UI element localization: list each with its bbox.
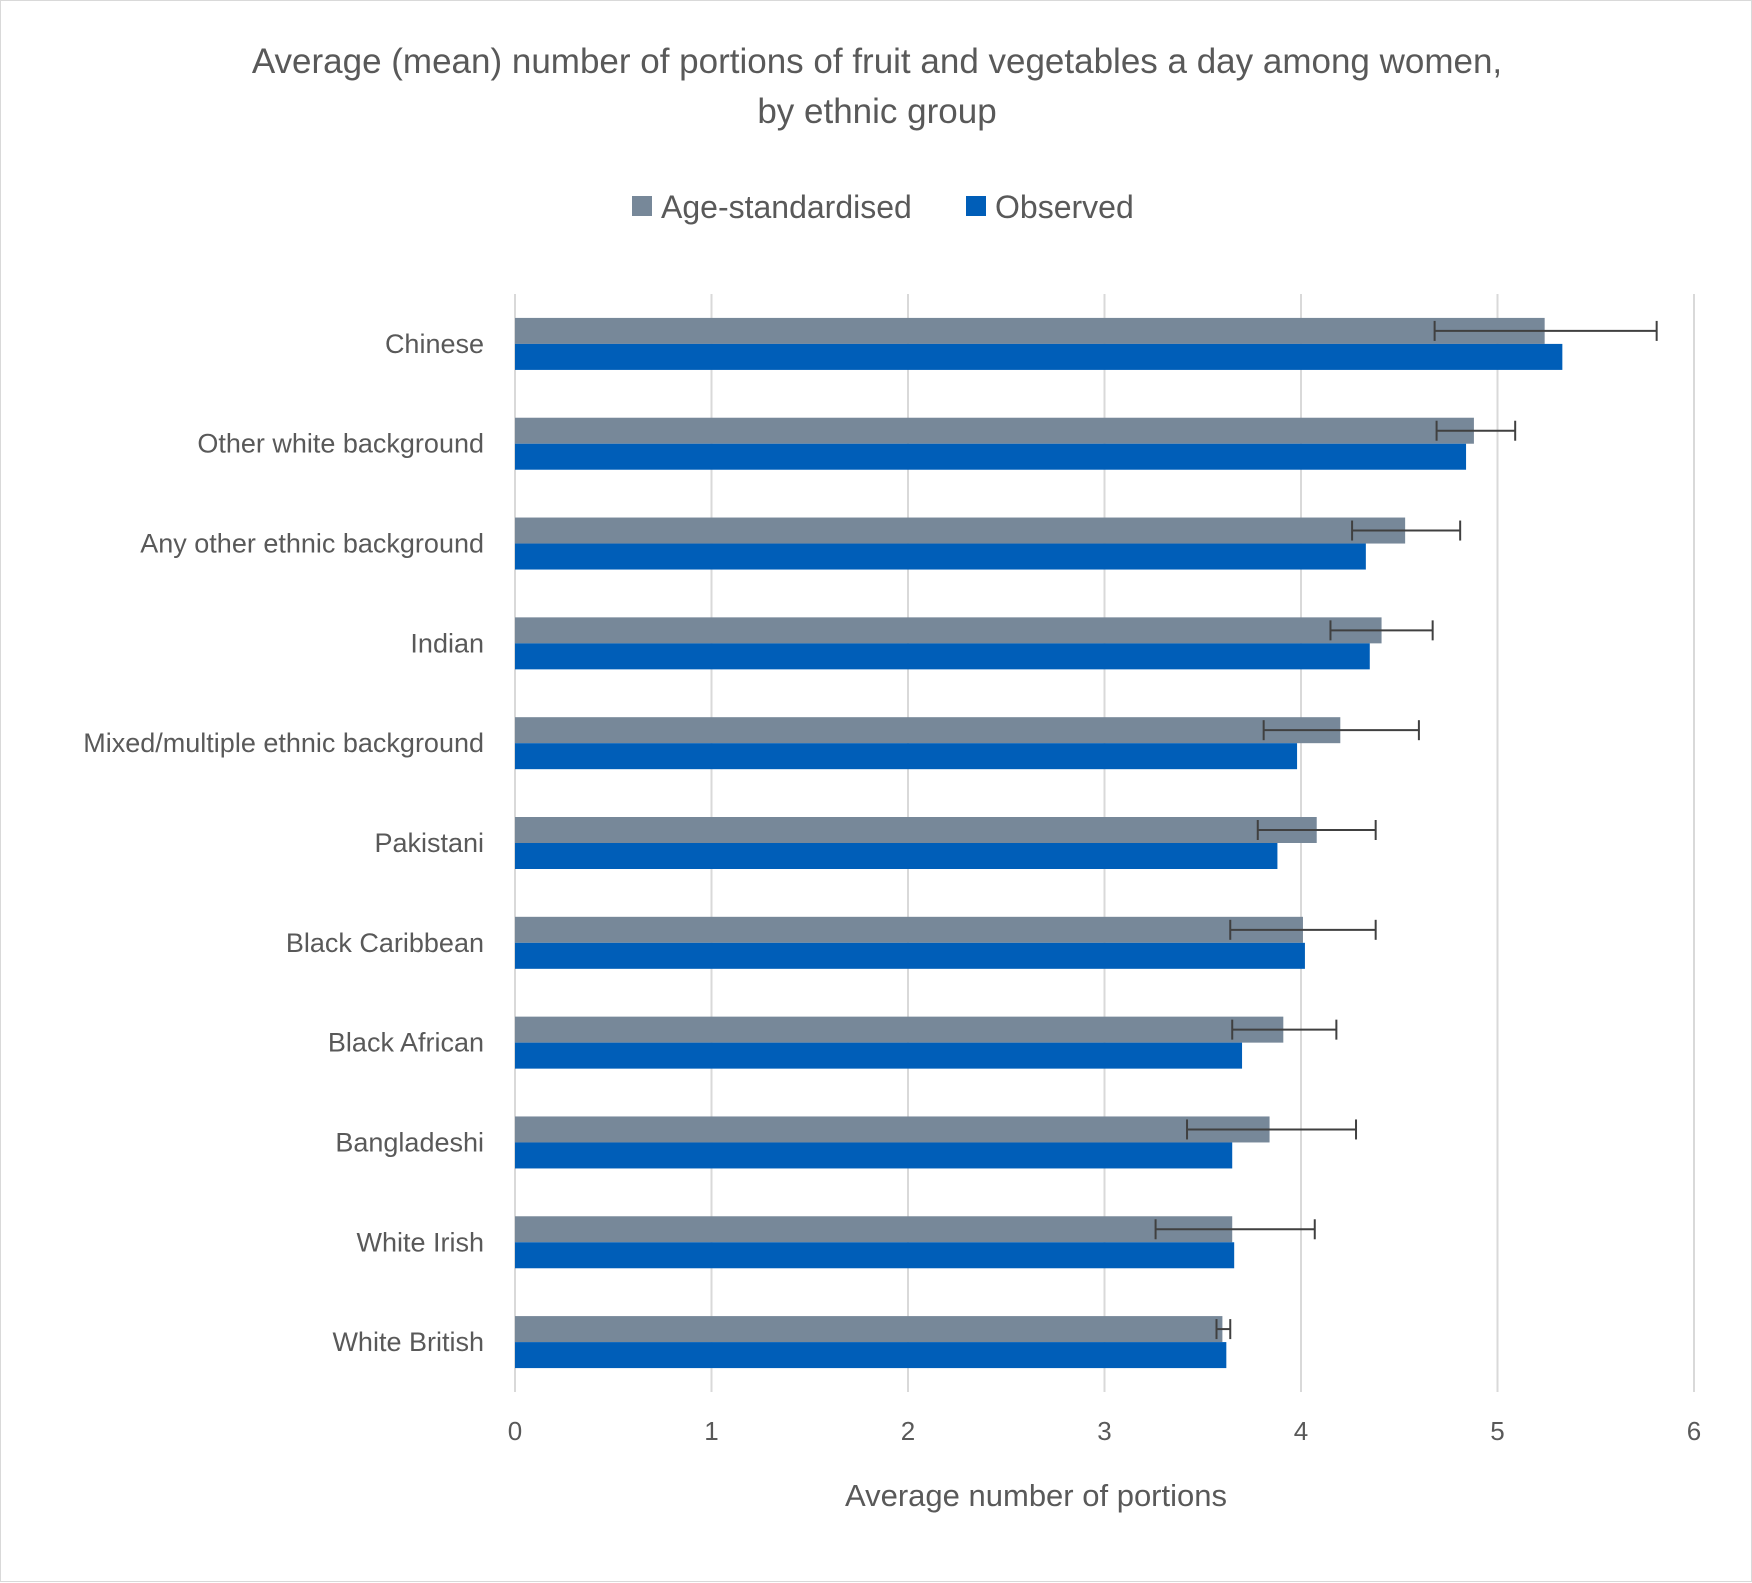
x-tick-label-5: 5 (1490, 1416, 1504, 1446)
category-label-black-caribbean: Black Caribbean (286, 928, 484, 958)
x-tick-label-1: 1 (704, 1416, 718, 1446)
x-tick-label-2: 2 (901, 1416, 915, 1446)
category-label-mixed-multiple-ethnic-background: Mixed/multiple ethnic background (83, 728, 484, 758)
chart-title-line-2: by ethnic group (757, 92, 996, 131)
x-axis-title: Average number of portions (845, 1478, 1227, 1513)
x-tick-label-4: 4 (1294, 1416, 1308, 1446)
category-label-chinese: Chinese (385, 329, 484, 359)
legend-label-age-standardised: Age-standardised (661, 189, 912, 225)
x-tick-label-3: 3 (1097, 1416, 1111, 1446)
legend-label-observed: Observed (995, 189, 1134, 225)
bar-observed-any-other-ethnic-background (515, 543, 1366, 570)
bars (515, 317, 1563, 1369)
bar-age-standardised-other-white-background (515, 417, 1474, 444)
x-tick-label-0: 0 (508, 1416, 522, 1446)
bar-observed-black-caribbean (515, 942, 1305, 969)
bar-observed-other-white-background (515, 443, 1467, 470)
bar-age-standardised-white-british (515, 1316, 1223, 1343)
bar-observed-mixed-multiple-ethnic-background (515, 743, 1298, 770)
legend-swatch-age-standardised (632, 196, 652, 216)
category-label-pakistani: Pakistani (374, 828, 484, 858)
category-label-black-african: Black African (328, 1028, 484, 1058)
bar-observed-pakistani (515, 843, 1278, 869)
bar-observed-white-british (515, 1342, 1227, 1369)
bar-age-standardised-bangladeshi (515, 1116, 1270, 1143)
category-labels: Chinese Other white background Any other e… (83, 329, 484, 1357)
bar-observed-indian (515, 643, 1370, 670)
bar-age-standardised-pakistani (515, 817, 1317, 843)
bar-age-standardised-black-african (515, 1016, 1284, 1043)
x-tick-label-6: 6 (1687, 1416, 1701, 1446)
error-bars (1154, 320, 1658, 1340)
bar-age-standardised-mixed-multiple-ethnic-background (515, 717, 1341, 744)
category-label-white-british: White British (332, 1327, 484, 1357)
bar-observed-chinese (515, 343, 1563, 370)
category-label-white-irish: White Irish (356, 1227, 484, 1257)
bar-age-standardised-black-caribbean (515, 916, 1303, 943)
bar-age-standardised-any-other-ethnic-background (515, 517, 1406, 544)
bar-age-standardised-white-irish (515, 1216, 1233, 1243)
chart-title-line-1: Average (mean) number of portions of fru… (252, 42, 1502, 81)
bar-age-standardised-indian (515, 617, 1382, 644)
bar-age-standardised-chinese (515, 317, 1545, 344)
x-axis-tick-labels: 0 1 2 3 4 5 6 (508, 1416, 1701, 1446)
bar-observed-black-african (515, 1042, 1243, 1069)
category-label-other-white-background: Other white background (197, 429, 484, 459)
category-label-bangladeshi: Bangladeshi (335, 1127, 484, 1157)
legend: Age-standardised Observed (632, 189, 1134, 225)
category-label-any-other-ethnic-background: Any other ethnic background (140, 529, 484, 559)
bar-observed-bangladeshi (515, 1142, 1233, 1169)
legend-swatch-observed (966, 196, 986, 216)
bar-observed-white-irish (515, 1242, 1235, 1269)
category-label-indian: Indian (410, 628, 484, 658)
